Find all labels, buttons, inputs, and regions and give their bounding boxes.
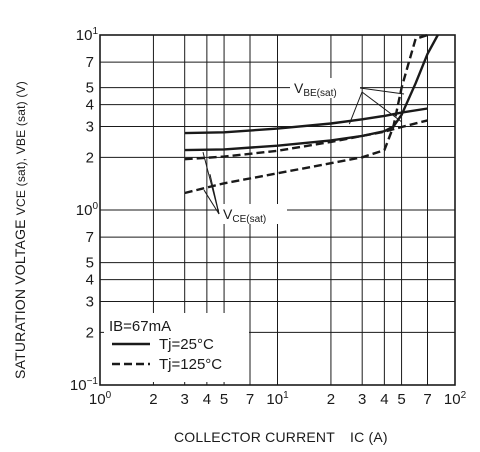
x-tick-label: 5 <box>397 391 405 408</box>
y-tick-label: 3 <box>86 119 94 136</box>
y-tick-label: 2 <box>86 324 94 341</box>
y-axis-title: SATURATION VOLTAGE VCE (sat), VBE (sat) … <box>12 81 28 379</box>
plot-frame <box>99 34 456 386</box>
y-tick-label: 5 <box>86 255 94 272</box>
vbe-sat-label: VBE(sat) <box>294 80 337 99</box>
y-tick-label: 4 <box>86 97 94 114</box>
x-tick-label: 100 <box>89 390 112 408</box>
x-tick-label: 102 <box>444 390 467 408</box>
y-tick-label: 7 <box>86 229 94 246</box>
legend-label-1: Tj=25°C <box>159 336 214 353</box>
series-line-1 <box>184 107 428 135</box>
x-tick-label: 2 <box>327 391 335 408</box>
series-lines <box>184 33 439 195</box>
x-axis-symbol: IC (A) <box>350 429 388 445</box>
vbe-leader-1 <box>359 87 405 95</box>
y-tick-label: 7 <box>86 54 94 71</box>
vce-leader-2 <box>203 189 220 215</box>
x-tick-label: 3 <box>358 391 366 408</box>
vce-sat-label: VCE(sat) <box>223 206 266 225</box>
axis-titles: COLLECTOR CURRENT IC (A) SATURATION VOLTAG… <box>12 81 388 445</box>
legend-title: IB=67mA <box>109 318 171 335</box>
x-tick-label: 2 <box>149 391 157 408</box>
y-tick-label: 5 <box>86 80 94 97</box>
series-line-3 <box>184 34 439 152</box>
x-tick-label: 4 <box>380 391 388 408</box>
legend-background <box>104 313 249 382</box>
vbe-leader-3 <box>361 91 402 122</box>
y-tick-label: 10−1 <box>70 376 99 394</box>
legend-label-2: Tj=125°C <box>159 356 222 373</box>
x-tick-label: 5 <box>220 391 228 408</box>
y-tick-label: 3 <box>86 294 94 311</box>
x-tick-label: 101 <box>266 390 289 408</box>
grid-lines <box>99 34 456 386</box>
y-tick-label: 100 <box>76 201 99 219</box>
vbe-label-bg <box>290 78 360 98</box>
x-tick-label: 3 <box>181 391 189 408</box>
annotations: VBE(sat) VCE(sat) <box>202 78 405 225</box>
x-tick-label: 7 <box>246 391 254 408</box>
y-tick-label: 4 <box>86 272 94 289</box>
series-line-4 <box>184 33 428 195</box>
vce-leader-3 <box>209 174 220 215</box>
vce-label-bg <box>219 204 287 224</box>
x-axis-title: COLLECTOR CURRENT <box>174 429 335 445</box>
x-tick-label: 4 <box>203 391 211 408</box>
y-tick-label: 2 <box>86 149 94 166</box>
y-tick-label: 101 <box>76 26 99 44</box>
x-tick-label: 7 <box>423 391 431 408</box>
vbe-leader-2 <box>348 91 363 125</box>
